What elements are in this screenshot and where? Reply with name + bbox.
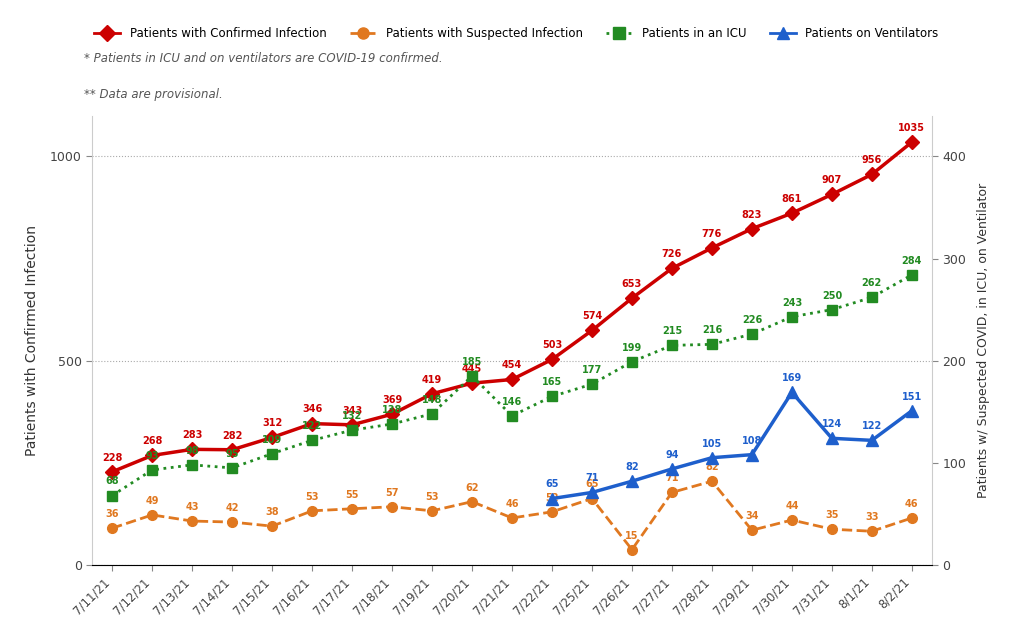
Text: 907: 907 xyxy=(821,175,842,186)
Text: 268: 268 xyxy=(142,437,163,446)
Text: COVID-19 Hospitalizations Reported by MS Hospitals, 7/13/21–8/2/21 *,**: COVID-19 Hospitalizations Reported by MS… xyxy=(15,12,752,30)
Text: 216: 216 xyxy=(701,325,722,335)
Text: 53: 53 xyxy=(305,492,318,501)
Text: 215: 215 xyxy=(662,326,682,336)
Text: 93: 93 xyxy=(145,451,159,461)
Text: 574: 574 xyxy=(582,311,602,322)
Text: 454: 454 xyxy=(502,360,522,370)
Text: 65: 65 xyxy=(586,480,599,489)
Text: 55: 55 xyxy=(345,490,358,499)
Text: ** Data are provisional.: ** Data are provisional. xyxy=(84,87,222,101)
Text: 419: 419 xyxy=(422,375,442,385)
Text: 36: 36 xyxy=(105,509,119,519)
Text: 369: 369 xyxy=(382,395,402,405)
Text: 68: 68 xyxy=(105,476,119,487)
Text: 94: 94 xyxy=(666,450,679,460)
Text: 861: 861 xyxy=(781,194,802,204)
Text: 46: 46 xyxy=(505,499,519,509)
Text: 956: 956 xyxy=(862,155,882,165)
Text: 82: 82 xyxy=(625,462,639,472)
Text: 52: 52 xyxy=(545,493,559,503)
Text: 165: 165 xyxy=(542,377,562,387)
Text: 445: 445 xyxy=(462,364,482,374)
Text: 243: 243 xyxy=(781,298,802,308)
Text: 138: 138 xyxy=(382,405,402,415)
Text: 82: 82 xyxy=(706,462,719,472)
Text: 95: 95 xyxy=(225,449,239,459)
Text: 726: 726 xyxy=(662,249,682,259)
Text: 53: 53 xyxy=(425,492,438,501)
Text: 177: 177 xyxy=(582,365,602,375)
Text: * Patients in ICU and on ventilators are COVID-19 confirmed.: * Patients in ICU and on ventilators are… xyxy=(84,51,442,65)
Y-axis label: Patients w/ Suspected COVID, in ICU, on Ventilator: Patients w/ Suspected COVID, in ICU, on … xyxy=(977,183,990,498)
Text: 109: 109 xyxy=(262,435,283,444)
Text: 228: 228 xyxy=(102,453,122,463)
Text: 71: 71 xyxy=(666,473,679,483)
Text: 146: 146 xyxy=(502,397,522,407)
Text: 98: 98 xyxy=(185,446,199,456)
Text: 122: 122 xyxy=(862,421,882,431)
Text: 35: 35 xyxy=(825,510,839,520)
Text: 15: 15 xyxy=(626,530,639,541)
Text: 132: 132 xyxy=(342,411,362,421)
Text: 282: 282 xyxy=(222,431,243,440)
Text: 46: 46 xyxy=(905,499,919,509)
Text: 653: 653 xyxy=(622,279,642,289)
Text: 62: 62 xyxy=(465,483,479,492)
Text: 503: 503 xyxy=(542,340,562,351)
Text: 71: 71 xyxy=(586,473,599,483)
Text: 65: 65 xyxy=(545,480,559,489)
Text: 169: 169 xyxy=(781,373,802,383)
Text: 776: 776 xyxy=(701,229,722,239)
Text: 57: 57 xyxy=(385,488,398,498)
Text: 823: 823 xyxy=(741,210,762,220)
Text: 148: 148 xyxy=(422,395,442,404)
Text: 33: 33 xyxy=(865,512,879,522)
Text: 108: 108 xyxy=(741,435,762,446)
Text: 44: 44 xyxy=(785,501,799,511)
Text: 38: 38 xyxy=(265,507,279,517)
Text: 262: 262 xyxy=(862,278,882,288)
Legend: Patients with Confirmed Infection, Patients with Suspected Infection, Patients i: Patients with Confirmed Infection, Patie… xyxy=(90,22,943,45)
Text: 312: 312 xyxy=(262,419,283,428)
Text: 151: 151 xyxy=(902,392,922,402)
Y-axis label: Patients with Confirmed Infection: Patients with Confirmed Infection xyxy=(25,225,39,456)
Text: 284: 284 xyxy=(902,256,922,266)
Text: 1035: 1035 xyxy=(898,123,926,133)
Text: 34: 34 xyxy=(745,511,759,521)
Text: 346: 346 xyxy=(302,404,323,415)
Text: 343: 343 xyxy=(342,406,362,416)
Text: 43: 43 xyxy=(185,502,199,512)
Text: 124: 124 xyxy=(821,419,842,429)
Text: 199: 199 xyxy=(622,343,642,352)
Text: 49: 49 xyxy=(145,496,159,506)
Text: 105: 105 xyxy=(701,438,722,449)
Text: 122: 122 xyxy=(302,421,323,431)
Text: 250: 250 xyxy=(821,291,842,300)
Text: 283: 283 xyxy=(182,430,203,440)
Text: 42: 42 xyxy=(225,503,239,513)
Text: 226: 226 xyxy=(741,315,762,325)
Text: 185: 185 xyxy=(462,357,482,367)
